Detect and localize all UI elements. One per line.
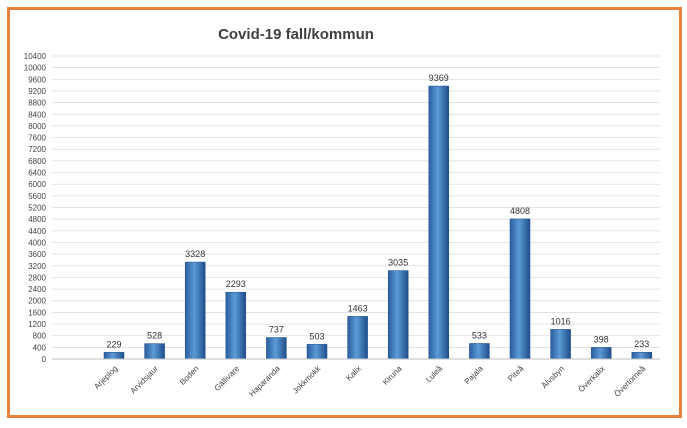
category-label: Arvidsjaur bbox=[128, 364, 160, 396]
y-tick-label: 400 bbox=[33, 343, 47, 352]
y-tick-label: 2400 bbox=[28, 285, 46, 294]
y-tick-label: 7600 bbox=[28, 134, 46, 143]
category-label: Kalix bbox=[344, 364, 363, 383]
bar bbox=[144, 343, 165, 360]
category-label: Arjeplog bbox=[92, 364, 119, 391]
bar bbox=[225, 291, 247, 360]
y-tick-label: 6800 bbox=[28, 157, 46, 166]
y-tick-label: 5600 bbox=[28, 192, 46, 201]
data-label: 3035 bbox=[388, 258, 408, 268]
y-tick-label: 8000 bbox=[28, 122, 46, 131]
category-labels: Arjeplog Arvidsjaur Boden Gällivare Haparand… bbox=[92, 363, 647, 398]
y-tick-label: 10400 bbox=[24, 52, 47, 61]
y-tick-label: 2800 bbox=[28, 273, 46, 282]
y-tick-label: 1600 bbox=[28, 308, 46, 317]
bar bbox=[347, 316, 368, 360]
chart-title: Covid-19 fall/kommun bbox=[218, 26, 374, 43]
y-tick-label: 6400 bbox=[28, 169, 46, 178]
y-tick-label: 0 bbox=[42, 355, 47, 364]
y-tick-label: 9200 bbox=[28, 87, 46, 96]
bar bbox=[509, 218, 531, 360]
y-tick-label: 4800 bbox=[28, 215, 46, 224]
category-label: Gällivare bbox=[213, 364, 242, 393]
data-label: 4808 bbox=[510, 206, 530, 216]
data-label: 9369 bbox=[429, 73, 449, 83]
category-label: Luleå bbox=[424, 364, 445, 385]
category-label: Älvsbyn bbox=[540, 364, 566, 390]
data-label: 737 bbox=[269, 325, 284, 335]
category-label: Haparanda bbox=[247, 364, 282, 399]
y-tick-label: 8400 bbox=[28, 110, 46, 119]
bar bbox=[631, 351, 653, 360]
data-labels: 229 528 3328 2293 737 503 1463 3035 9369 533 4808 1… bbox=[106, 73, 649, 349]
category-label: Kiruna bbox=[381, 364, 404, 387]
data-label: 233 bbox=[634, 339, 649, 349]
category-label: Pajala bbox=[463, 364, 485, 386]
y-tick-label: 5200 bbox=[28, 204, 46, 213]
data-label: 398 bbox=[594, 334, 609, 344]
y-axis-ticks: 0 400 800 1200 1600 2000 2400 2800 3200 3600 4000 4… bbox=[24, 52, 47, 364]
bar bbox=[184, 261, 206, 360]
y-tick-label: 2000 bbox=[28, 297, 46, 306]
bar bbox=[306, 344, 328, 360]
bars bbox=[103, 85, 653, 360]
bar bbox=[469, 343, 490, 360]
data-label: 2293 bbox=[226, 279, 246, 289]
y-tick-label: 4000 bbox=[28, 238, 46, 247]
y-tick-label: 3200 bbox=[28, 262, 46, 271]
y-tick-label: 6000 bbox=[28, 180, 46, 189]
y-tick-label: 1200 bbox=[28, 320, 46, 329]
gridlines bbox=[52, 55, 660, 360]
data-label: 3328 bbox=[185, 249, 205, 259]
bar bbox=[266, 337, 287, 360]
y-tick-label: 800 bbox=[33, 332, 47, 341]
data-label: 503 bbox=[309, 331, 324, 341]
data-label: 229 bbox=[106, 339, 121, 349]
data-label: 1463 bbox=[348, 303, 368, 313]
bar bbox=[590, 347, 612, 360]
bar bbox=[103, 352, 125, 360]
bar bbox=[387, 270, 409, 360]
y-tick-label: 9600 bbox=[28, 75, 46, 84]
category-label: Överkalix bbox=[577, 364, 607, 394]
bar bbox=[550, 329, 571, 360]
y-tick-label: 8800 bbox=[28, 99, 46, 108]
data-label: 1016 bbox=[551, 316, 571, 326]
category-label: Piteå bbox=[506, 364, 526, 384]
data-label: 533 bbox=[472, 330, 487, 340]
category-label: Övertorneå bbox=[613, 364, 648, 399]
bar bbox=[428, 85, 450, 360]
category-label: Jokkmokk bbox=[291, 363, 323, 395]
y-tick-label: 4400 bbox=[28, 227, 46, 236]
y-tick-label: 3600 bbox=[28, 250, 46, 259]
y-tick-label: 10000 bbox=[24, 64, 47, 73]
data-label: 528 bbox=[147, 331, 162, 341]
category-label: Boden bbox=[178, 364, 201, 387]
y-tick-label: 7200 bbox=[28, 145, 46, 154]
